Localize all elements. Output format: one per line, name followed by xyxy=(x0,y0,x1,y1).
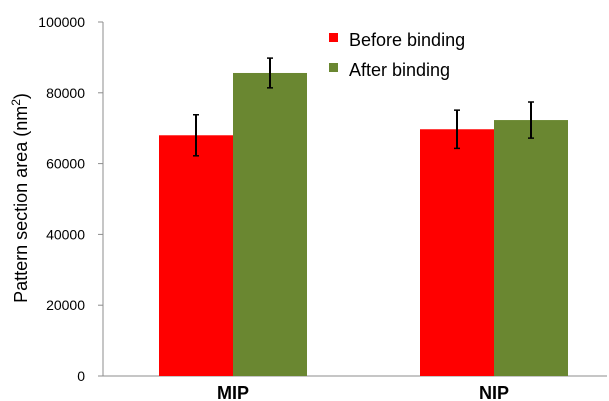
legend-swatch-before xyxy=(329,33,338,42)
y-tick-label: 60000 xyxy=(46,156,85,172)
y-axis-title-suffix: ) xyxy=(11,93,31,99)
bars xyxy=(159,72,568,376)
legend-swatch-after xyxy=(329,63,338,72)
bar xyxy=(420,129,494,376)
y-axis-title-main: Pattern section area (nm xyxy=(11,106,31,303)
y-tick-label: 100000 xyxy=(38,14,85,30)
legend: Before binding After binding xyxy=(329,30,465,80)
y-axis-title: Pattern section area (nm2) xyxy=(9,93,31,303)
legend-label-after: After binding xyxy=(349,60,450,80)
x-category-label: MIP xyxy=(217,383,249,401)
bar xyxy=(233,72,307,376)
legend-label-before: Before binding xyxy=(349,30,465,50)
x-axis: MIP NIP xyxy=(103,375,607,401)
y-tick-label: 0 xyxy=(77,368,85,384)
y-tick-label: 80000 xyxy=(46,85,85,101)
bar xyxy=(159,135,233,376)
error-bars xyxy=(193,57,534,157)
y-axis-title-superscript: 2 xyxy=(9,99,23,106)
bar xyxy=(494,120,568,376)
x-category-label: NIP xyxy=(479,383,509,401)
y-axis: 0 20000 40000 60000 80000 100000 xyxy=(38,14,104,384)
y-tick-label: 20000 xyxy=(46,297,85,313)
y-tick-label: 40000 xyxy=(46,226,85,242)
